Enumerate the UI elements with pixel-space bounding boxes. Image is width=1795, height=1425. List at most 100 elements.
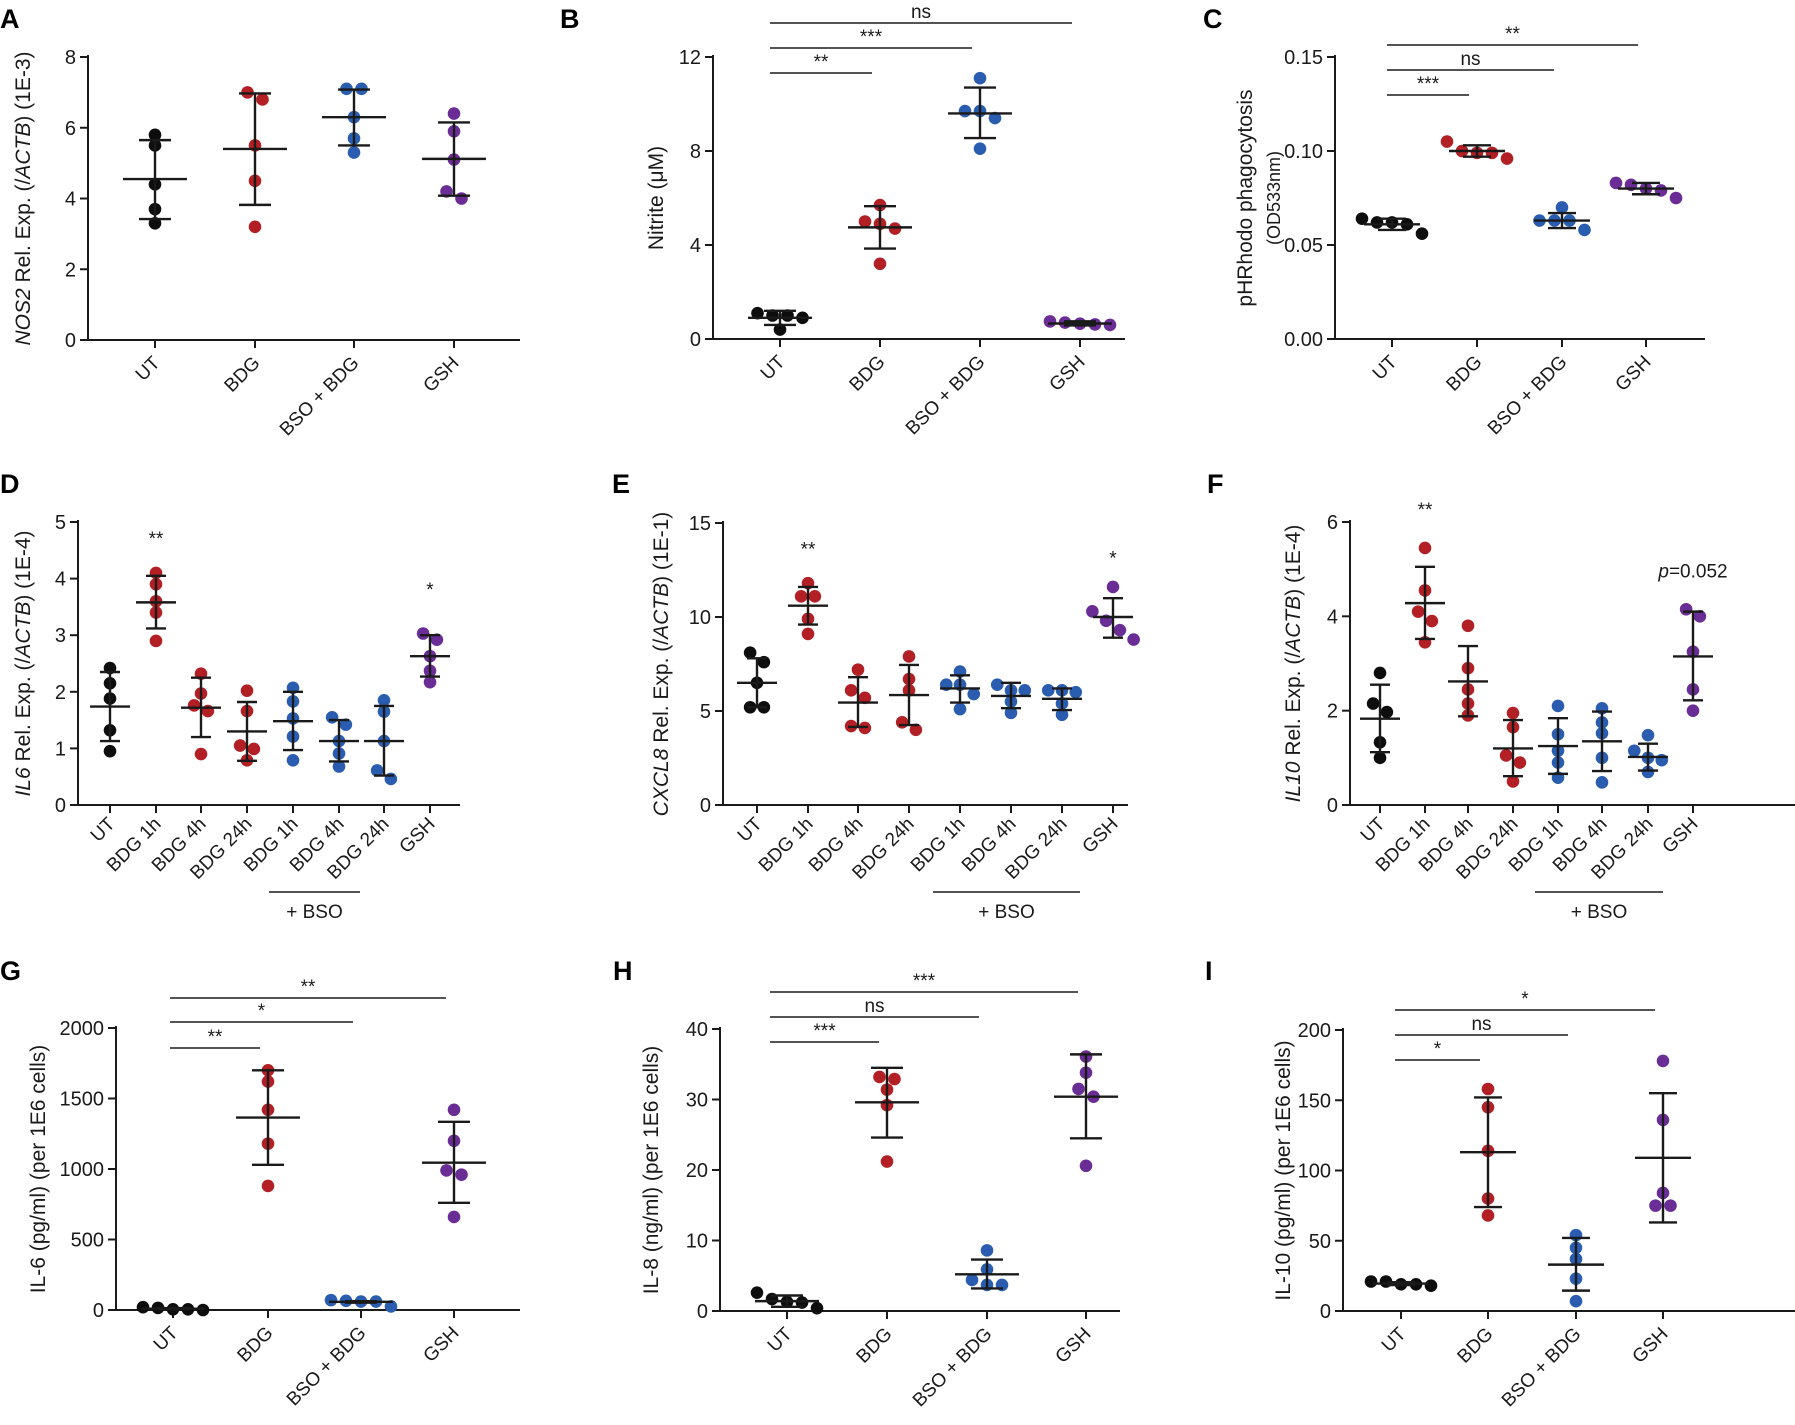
data-point: [902, 650, 916, 663]
panel-letter: H: [613, 956, 633, 986]
group-bdg-24h: [1493, 706, 1533, 788]
group-bdg-4h: [319, 710, 359, 773]
data-point: [1649, 1199, 1662, 1212]
data-point: [750, 1286, 764, 1299]
data-point: [136, 1300, 150, 1314]
group-bdg-24h: [1627, 728, 1669, 779]
data-point: [240, 684, 254, 697]
data-point: [973, 142, 987, 155]
significance-label: p=0.052: [1657, 562, 1727, 583]
x-category-label: BDG: [234, 1323, 278, 1367]
x-category-label: BSO + BDG: [909, 1324, 997, 1412]
group-label: + BSO: [1571, 902, 1628, 923]
y-tick-label: 0: [697, 1301, 708, 1323]
data-point: [455, 192, 468, 205]
y-tick-label: 4: [690, 235, 701, 257]
group-bdg-1h: [1405, 541, 1445, 649]
data-point: [1355, 212, 1369, 225]
panel-letter: G: [0, 956, 21, 986]
x-category-label: GSH: [1612, 352, 1656, 396]
data-point: [256, 93, 269, 106]
data-point: [261, 1179, 275, 1193]
panel-a: A 0 2 4 6 8 UT BDG BSO + BDG GSH NOS2 Rel. Exp. (/…: [0, 4, 520, 440]
x-category-label: UT: [734, 813, 767, 846]
group-bdg-24h: [1041, 684, 1083, 722]
group-label: + BSO: [978, 902, 1035, 923]
group-bdg: [223, 86, 287, 234]
data-point: [844, 684, 858, 697]
group-bdg-24h: [227, 684, 267, 767]
data-point: [1411, 605, 1425, 618]
y-tick-label: 2: [65, 259, 76, 281]
y-axis-sublabel: (OD533nm): [1264, 151, 1284, 245]
significance-label: ns: [864, 996, 884, 1017]
data-point: [988, 111, 1002, 125]
x-category-label: UT: [1378, 1323, 1411, 1356]
significance-label: ***: [813, 1021, 836, 1042]
data-point: [1481, 1082, 1495, 1096]
data-point: [1513, 756, 1527, 769]
panel-letter: C: [1203, 4, 1223, 34]
data-point: [447, 1210, 461, 1224]
data-point: [430, 633, 444, 647]
y-tick-label: 0: [700, 795, 711, 817]
y-tick-label: 12: [679, 47, 701, 69]
significance-label: **: [1505, 24, 1520, 45]
data-point: [953, 702, 967, 716]
data-point: [1440, 135, 1454, 148]
data-point: [1127, 633, 1140, 646]
significance-label: ns: [1471, 1014, 1491, 1035]
group-bso-bdg: [948, 71, 1012, 155]
data-point: [1043, 315, 1057, 328]
data-point: [1424, 1279, 1438, 1293]
y-tick-label: 0: [690, 329, 701, 351]
y-tick-label: 4: [55, 569, 66, 591]
group-gsh: [410, 627, 450, 689]
data-point: [149, 634, 163, 648]
y-tick-label: 200: [1298, 1020, 1331, 1042]
data-point: [858, 215, 872, 228]
data-point: [973, 71, 987, 85]
data-point: [1373, 666, 1387, 680]
y-axis-label: Nitrite (μM): [645, 146, 668, 250]
data-point: [423, 675, 437, 689]
group-bdg-1h: [273, 681, 313, 767]
data-point: [858, 691, 872, 705]
data-point: [1079, 1159, 1093, 1173]
data-point: [1578, 223, 1591, 237]
data-point: [1551, 699, 1565, 713]
y-tick-label: 6: [1327, 512, 1338, 534]
x-category-label: BDG: [1454, 1324, 1498, 1368]
data-point: [377, 693, 391, 707]
group-bdg: [1460, 1082, 1516, 1222]
y-tick-label: 15: [689, 513, 711, 535]
data-point: [1425, 614, 1439, 628]
y-tick-label: 1: [55, 738, 66, 760]
y-axis-label: IL-8 (ng/ml) (per 1E6 cells): [640, 1046, 663, 1295]
data-point: [1595, 776, 1609, 789]
y-tick-label: 8: [690, 141, 701, 163]
significance-label: *: [258, 1001, 266, 1022]
group-bdg: [855, 1066, 919, 1168]
data-point: [1641, 765, 1655, 779]
group-gsh: [1609, 176, 1683, 205]
y-tick-label: 0: [55, 795, 66, 817]
x-category-label: BSO + BDG: [902, 352, 990, 440]
group-bso-bdg: [955, 1244, 1019, 1292]
y-tick-label: 30: [686, 1090, 708, 1112]
data-point: [1555, 201, 1569, 214]
y-tick-label: 50: [1309, 1231, 1331, 1253]
y-tick-label: 40: [686, 1019, 708, 1041]
data-point: [347, 146, 361, 159]
y-tick-label: 0.10: [1284, 141, 1323, 163]
data-point: [851, 663, 865, 676]
panel-h: H 0 10 20 30 40 UT BDG BSO + BDG GSH IL-8 (ng/ml) …: [613, 956, 1120, 1411]
y-tick-label: 0.00: [1284, 329, 1323, 351]
data-point: [967, 687, 981, 701]
data-point: [1366, 697, 1380, 710]
significance-label: ***: [1417, 74, 1440, 95]
y-tick-label: 100: [1298, 1161, 1331, 1183]
y-tick-label: 2: [55, 682, 66, 704]
data-point: [325, 710, 339, 724]
